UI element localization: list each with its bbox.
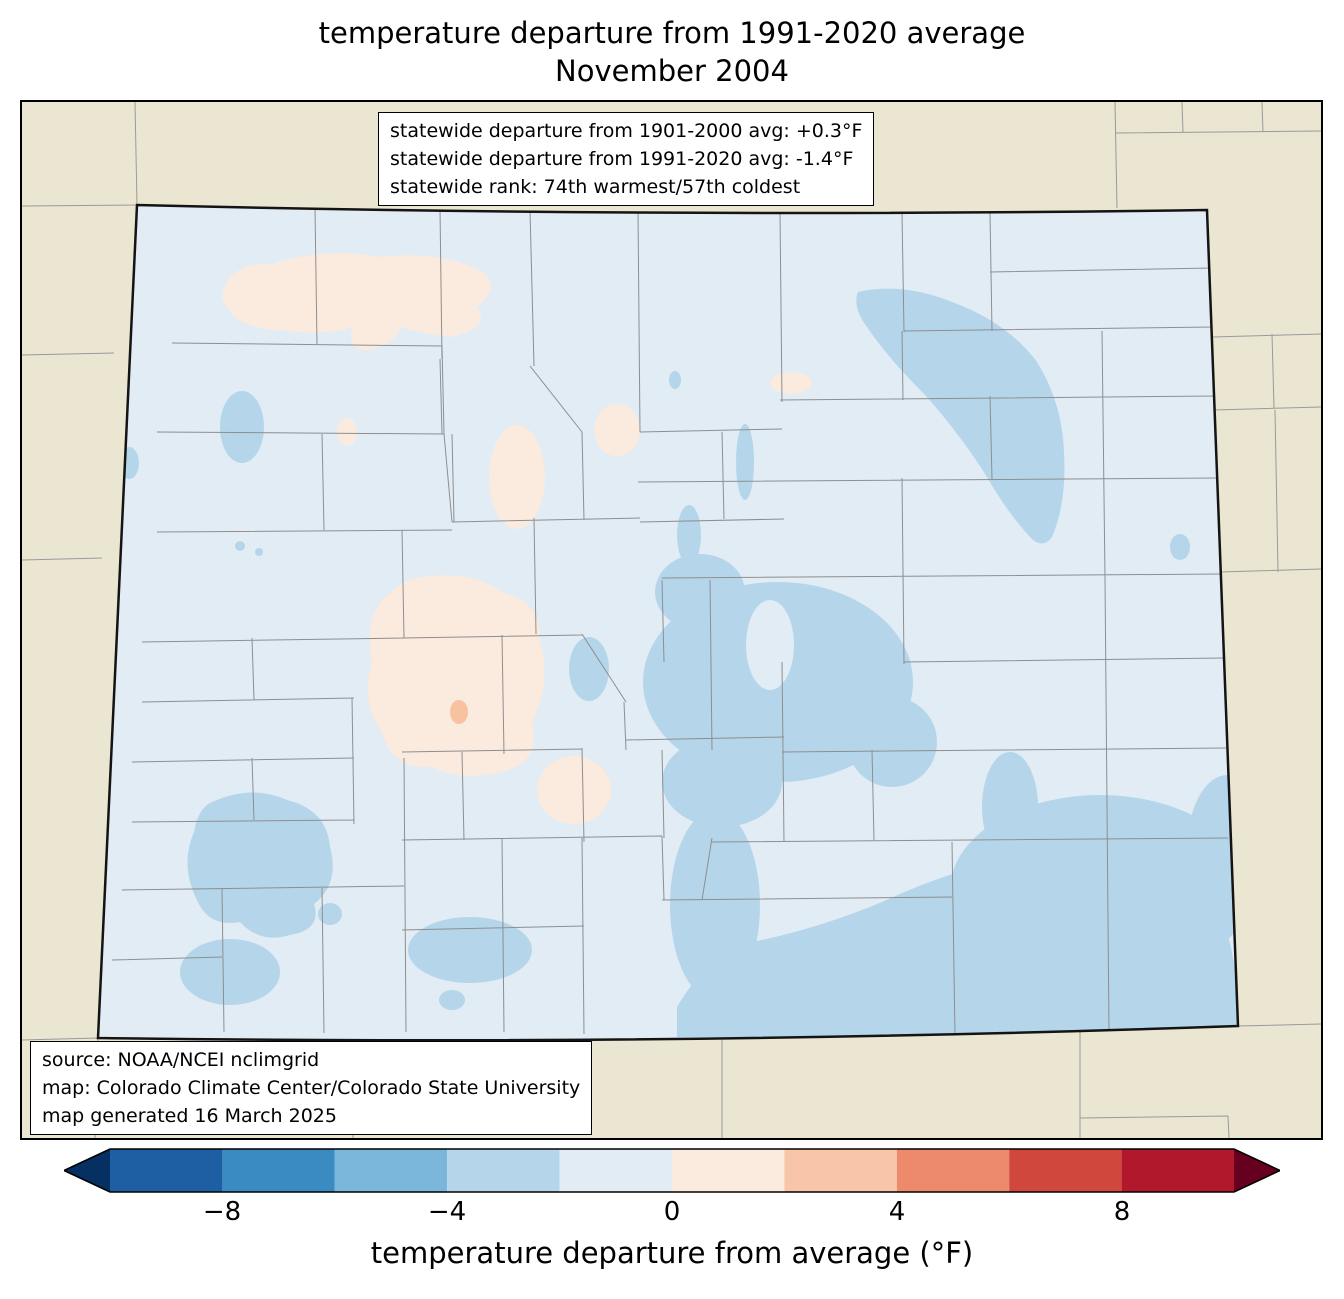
map-plot-area [20, 100, 1323, 1140]
colorbar-bin [447, 1149, 560, 1192]
stats-line-1991-2020: statewide departure from 1991-2020 avg: … [390, 148, 854, 170]
colorbar-tick-pos4: 4 [888, 1197, 906, 1227]
stats-line-1901-2000: statewide departure from 1901-2000 avg: … [390, 120, 863, 142]
colorbar [62, 1147, 1282, 1198]
source-attribution-box: source: NOAA/NCEI nclimgrid map: Colorad… [30, 1041, 593, 1135]
colorbar-bin [672, 1149, 785, 1192]
figure-title-line1: temperature departure from 1991-2020 ave… [318, 16, 1026, 50]
cold-anomaly-patches [119, 288, 1238, 1037]
colorbar-bin [1009, 1149, 1122, 1192]
colorbar-tick-pos8: 8 [1113, 1197, 1131, 1227]
colorbar-tick-zero: 0 [663, 1197, 681, 1227]
map-credit-line: map: Colorado Climate Center/Colorado St… [42, 1077, 581, 1099]
colorbar-outline [62, 1148, 1282, 1193]
colorado-anomaly-map [22, 102, 1321, 1138]
colorbar-bin [334, 1149, 448, 1192]
colorbar-under-arrow [64, 1149, 110, 1192]
figure-title: temperature departure from 1991-2020 ave… [0, 14, 1344, 90]
source-line: source: NOAA/NCEI nclimgrid [42, 1049, 320, 1071]
colorbar-tick-neg4: −4 [427, 1197, 467, 1227]
figure-title-line2: November 2004 [555, 54, 789, 88]
statewide-stats-box: statewide departure from 1901-2000 avg: … [378, 112, 875, 206]
county-boundaries [111, 207, 1229, 1036]
colorbar-bin [896, 1149, 1010, 1192]
colorbar-bin [110, 1149, 223, 1192]
colorbar-over-arrow [1234, 1149, 1280, 1192]
colorbar-bin [222, 1149, 335, 1192]
central-light-notch [746, 600, 794, 690]
state-border [96, 203, 1240, 1042]
colorbar-bin [1121, 1149, 1234, 1192]
colorbar-tick-neg8: −8 [202, 1197, 242, 1227]
stats-line-rank: statewide rank: 74th warmest/57th coldes… [390, 176, 801, 198]
warm-anomaly-patches [222, 253, 812, 1006]
colorbar-label: temperature departure from average (°F) [370, 1236, 974, 1270]
generated-date-line: map generated 16 March 2025 [42, 1105, 337, 1127]
warm-spot [450, 700, 468, 724]
colorbar-bin [559, 1149, 672, 1192]
colorbar-bin [784, 1149, 897, 1192]
